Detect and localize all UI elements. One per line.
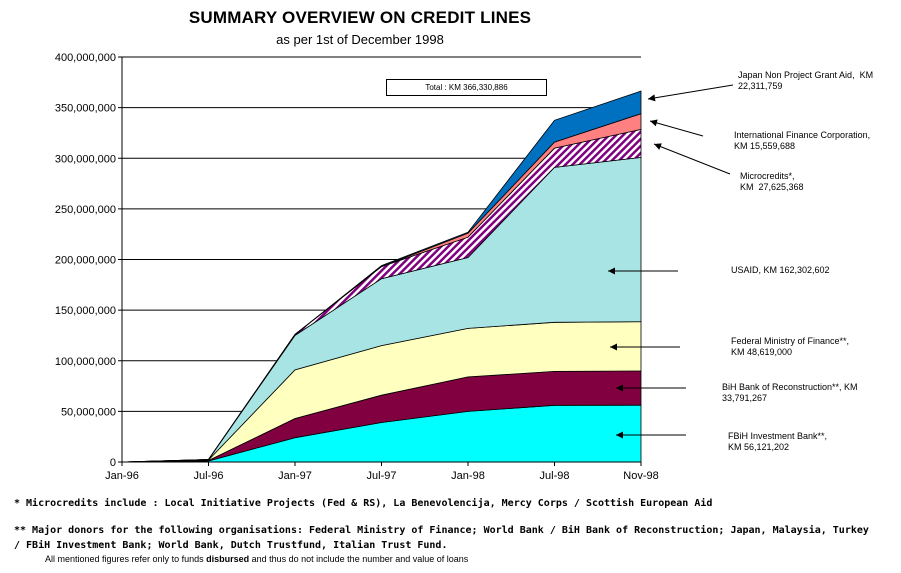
- y-tick-label: 100,000,000: [55, 356, 116, 368]
- total-label-box: Total : KM 366,330,886: [386, 79, 547, 96]
- y-tick-label: 250,000,000: [55, 204, 116, 216]
- annotation-arrow-line: [647, 84, 734, 100]
- x-tick-label: Jul-96: [194, 470, 224, 482]
- annotation-arrow-head: [650, 119, 658, 127]
- x-tick-label: Jul-97: [367, 470, 397, 482]
- x-tick-label: Jan-96: [105, 470, 139, 482]
- label-fbih-bank: FBiH Investment Bank**, KM 56,121,202: [728, 431, 828, 452]
- footnote-disbursed: All mentioned figures refer only to fund…: [45, 554, 469, 564]
- annotation-arrow-head: [608, 267, 615, 275]
- label-federal-ministry: Federal Ministry of Finance**, KM 48,619…: [731, 336, 850, 357]
- x-tick-label: Jan-97: [278, 470, 312, 482]
- label-usaid: USAID, KM 162,302,602: [731, 265, 830, 275]
- annotation-arrow-line: [649, 120, 704, 137]
- y-tick-label: 50,000,000: [61, 406, 116, 418]
- annotation-arrow-head: [648, 94, 656, 102]
- chart-title: SUMMARY OVERVIEW ON CREDIT LINES: [188, 8, 532, 27]
- annotation-arrow-head: [616, 384, 623, 392]
- y-tick-label: 150,000,000: [55, 305, 116, 317]
- annotation-arrow-line: [653, 143, 731, 175]
- area-series-japan-non-project-grant-aid: [121, 90, 642, 463]
- y-tick-label: 400,000,000: [55, 52, 116, 64]
- y-tick-label: 300,000,000: [55, 153, 116, 165]
- label-bih-bank: BiH Bank of Reconstruction**, KM 33,791,…: [722, 382, 858, 403]
- annotation-arrow-head: [616, 431, 623, 439]
- chart-subtitle: as per 1st of December 1998: [276, 32, 444, 47]
- annotation-arrow-head: [610, 343, 617, 351]
- footnote-donors-1: ** Major donors for the following organi…: [14, 525, 869, 536]
- annotation-arrow-head: [654, 143, 662, 150]
- y-tick-label: 0: [110, 457, 116, 469]
- x-tick-label: Nov-98: [623, 470, 658, 482]
- y-tick-label: 200,000,000: [55, 255, 116, 267]
- label-japan: Japan Non Project Grant Aid, KM 22,311,7…: [738, 70, 874, 91]
- footnote-microcredits: * Microcredits include : Local Initiativ…: [14, 498, 713, 509]
- x-tick-label: Jul-98: [540, 470, 570, 482]
- label-ifc: International Finance Corporation, KM 15…: [734, 130, 871, 151]
- label-microcredits: Microcredits*, KM 27,625,368: [740, 171, 804, 192]
- y-tick-label: 350,000,000: [55, 103, 116, 115]
- footnote-donors-2: / FBiH Investment Bank; World Bank, Dutc…: [14, 540, 448, 551]
- x-tick-label: Jan-98: [451, 470, 485, 482]
